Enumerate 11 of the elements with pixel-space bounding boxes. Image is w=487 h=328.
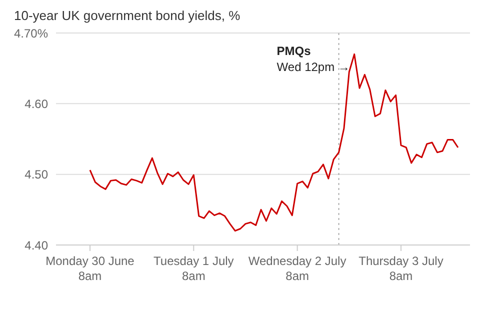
annotation: Wed 12pm → <box>276 60 350 74</box>
x-tick-label: Monday 30 June 8am <box>46 254 135 283</box>
y-tick-label: 4.40 <box>24 238 48 252</box>
y-tick-label: 4.70% <box>14 26 48 40</box>
x-tick-label: Wednesday 2 July 8am <box>248 254 346 283</box>
x-tick-label: Tuesday 1 July 8am <box>154 254 234 283</box>
annotation: PMQs <box>276 44 312 58</box>
chart-title: 10-year UK government bond yields, % <box>14 8 242 23</box>
y-tick-label: 4.50 <box>24 168 48 182</box>
y-tick-label: 4.60 <box>24 96 48 111</box>
x-tick-label: Thursday 3 July 8am <box>358 254 444 283</box>
